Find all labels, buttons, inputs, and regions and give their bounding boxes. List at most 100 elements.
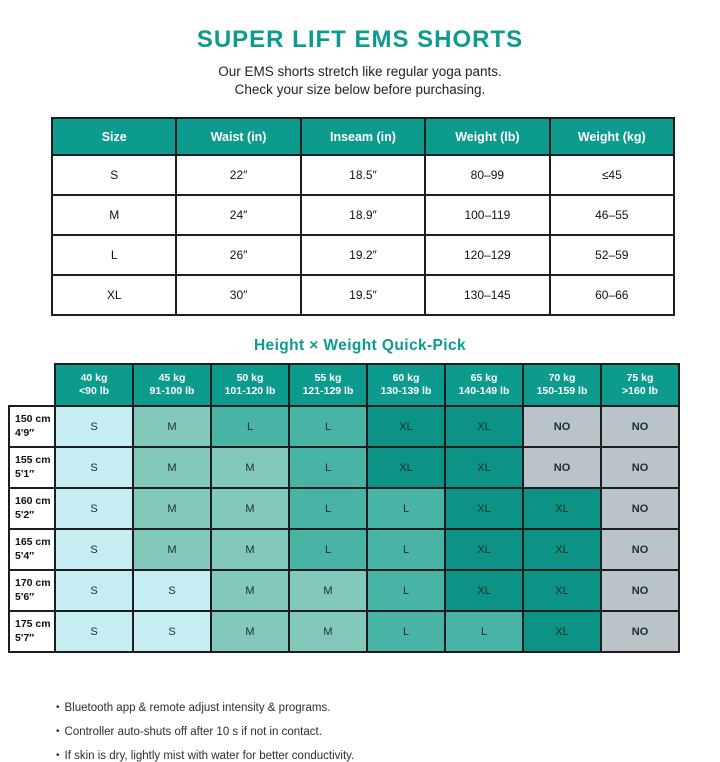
quickpick-row-label-ft: 5'7″ bbox=[15, 631, 35, 644]
quickpick-col-header-lb: 140-149 lb bbox=[458, 385, 510, 398]
note-item: • Controller auto-shuts off after 10 s if… bbox=[56, 726, 322, 739]
note-item: • If skin is dry, lightly mist with water… bbox=[56, 750, 355, 762]
note-item: • Bluetooth app & remote adjust intensity… bbox=[56, 702, 331, 715]
quickpick-cell: XL bbox=[444, 528, 524, 572]
size-table-cell: 26″ bbox=[175, 234, 302, 277]
size-table-cell: 130–145 bbox=[424, 274, 551, 317]
size-table-cell: M bbox=[50, 194, 178, 237]
quickpick-cell: XL bbox=[522, 487, 602, 531]
quickpick-cell: S bbox=[54, 528, 134, 572]
size-table-row: M 24″ 18.9″ 100–119 46–55 bbox=[50, 194, 676, 237]
quickpick-cell: XL bbox=[522, 528, 602, 572]
quickpick-col-header: 55 kg 121-129 lb bbox=[288, 363, 368, 408]
quickpick-col-header-kg: 65 kg bbox=[470, 371, 498, 384]
quickpick-cell: L bbox=[288, 528, 368, 572]
quickpick-row-label: 155 cm 5'1″ bbox=[8, 446, 56, 490]
quickpick-cell: S bbox=[54, 487, 134, 531]
quickpick-row-label: 170 cm 5'6″ bbox=[8, 569, 56, 613]
quickpick-cell: M bbox=[210, 528, 290, 572]
quickpick-row-label-ft: 4'9″ bbox=[15, 426, 35, 439]
quickpick-cell: NO bbox=[600, 446, 680, 490]
quickpick-cell: XL bbox=[444, 446, 524, 490]
quickpick-row-label: 160 cm 5'2″ bbox=[8, 487, 56, 531]
quickpick-row-label-ft: 5'6″ bbox=[15, 590, 35, 603]
quickpick-col-header-kg: 45 kg bbox=[158, 371, 186, 384]
size-table-body: S 22″ 18.5″ 80–99 ≤45 M 24″ 18.9″ 100–119 46–55 L 2… bbox=[50, 154, 676, 317]
bullet-icon: • bbox=[56, 726, 60, 738]
size-table-row: L 26″ 19.2″ 120–129 52–59 bbox=[50, 234, 676, 277]
quickpick-cell: M bbox=[132, 446, 212, 490]
quickpick-col-header: 75 kg >160 lb bbox=[600, 363, 680, 408]
quickpick-row-label-ft: 5'4″ bbox=[15, 549, 35, 562]
quickpick-col-header-lb: >160 lb bbox=[622, 385, 658, 398]
size-table-cell: 46–55 bbox=[548, 194, 676, 237]
quickpick-cell: S bbox=[54, 405, 134, 449]
size-table-cell: 18.9″ bbox=[299, 194, 427, 237]
quickpick-heading: Height × Weight Quick-Pick bbox=[253, 337, 467, 355]
quickpick-cell: L bbox=[366, 528, 446, 572]
quickpick-cell: L bbox=[366, 569, 446, 613]
bullet-icon: • bbox=[56, 702, 60, 714]
quickpick-col-header-kg: 60 kg bbox=[392, 371, 420, 384]
size-table-cell: 80–99 bbox=[424, 154, 551, 197]
quickpick-col-header-lb: 101-120 lb bbox=[224, 385, 276, 398]
quickpick-row-label-cm: 165 cm bbox=[15, 536, 51, 549]
size-table-header-cell: Size bbox=[50, 117, 178, 157]
quickpick-cell: NO bbox=[600, 569, 680, 613]
quickpick-cell: S bbox=[132, 569, 212, 613]
quickpick-cell: L bbox=[366, 610, 446, 654]
page-title: SUPER LIFT EMS SHORTS bbox=[196, 26, 524, 53]
quickpick-col-header: 50 kg 101-120 lb bbox=[210, 363, 290, 408]
quickpick-cell: XL bbox=[366, 405, 446, 449]
size-table-header-cell: Waist (in) bbox=[175, 117, 302, 157]
quickpick-cell: XL bbox=[444, 569, 524, 613]
size-table-cell: L bbox=[50, 234, 178, 277]
quickpick-row-label-cm: 155 cm bbox=[15, 454, 51, 467]
quickpick-corner-cell bbox=[9, 364, 55, 407]
size-table-row: S 22″ 18.5″ 80–99 ≤45 bbox=[50, 154, 676, 197]
quickpick-cell: L bbox=[288, 446, 368, 490]
size-table: Size Waist (in) Inseam (in) Weight (lb) Weig… bbox=[50, 117, 676, 317]
quickpick-cell: M bbox=[210, 610, 290, 654]
size-table-head-row: Size Waist (in) Inseam (in) Weight (lb) Weig… bbox=[50, 117, 676, 157]
quickpick-cell: NO bbox=[600, 528, 680, 572]
quickpick-cell: NO bbox=[522, 405, 602, 449]
size-table-cell: 22″ bbox=[175, 154, 302, 197]
size-table-cell: 120–129 bbox=[424, 234, 551, 277]
size-table-header-cell: Weight (lb) bbox=[424, 117, 551, 157]
quickpick-cell: XL bbox=[522, 569, 602, 613]
size-table-row: XL 30″ 19.5″ 130–145 60–66 bbox=[50, 274, 676, 317]
size-table-cell: 100–119 bbox=[424, 194, 551, 237]
quickpick-col-header-kg: 50 kg bbox=[236, 371, 264, 384]
quickpick-cell: S bbox=[54, 569, 134, 613]
quickpick-row-label-cm: 160 cm bbox=[15, 495, 51, 508]
size-table-cell: 52–59 bbox=[548, 234, 676, 277]
quickpick-row: 160 cm 5'2″ S M M L L XL XL NO bbox=[8, 487, 680, 531]
quickpick-cell: XL bbox=[444, 405, 524, 449]
quickpick-cell: M bbox=[210, 446, 290, 490]
quickpick-row: 175 cm 5'7″ S S M M L L XL NO bbox=[8, 610, 680, 654]
quickpick-col-header: 65 kg 140-149 lb bbox=[444, 363, 524, 408]
quickpick-cell: M bbox=[288, 569, 368, 613]
quickpick-row-label-cm: 175 cm bbox=[15, 618, 51, 631]
quickpick-row-label-ft: 5'2″ bbox=[15, 508, 35, 521]
quickpick-head-row: 40 kg <90 lb 45 kg 91-100 lb 50 kg 101-120 lb… bbox=[9, 363, 680, 408]
size-table-header-cell: Inseam (in) bbox=[299, 117, 427, 157]
quickpick-cell: L bbox=[366, 487, 446, 531]
quickpick-cell: L bbox=[210, 405, 290, 449]
quickpick-col-header-kg: 70 kg bbox=[548, 371, 576, 384]
quickpick-row-label-ft: 5'1″ bbox=[15, 467, 35, 480]
size-table-cell: 18.5″ bbox=[299, 154, 427, 197]
quickpick-row-label: 165 cm 5'4″ bbox=[8, 528, 56, 572]
size-table-cell: XL bbox=[50, 274, 178, 317]
quickpick-cell: M bbox=[210, 569, 290, 613]
quickpick-cell: NO bbox=[600, 405, 680, 449]
quickpick-row-label: 175 cm 5'7″ bbox=[8, 610, 56, 654]
notes-list: • Bluetooth app & remote adjust intensity… bbox=[56, 702, 720, 762]
quickpick-cell: NO bbox=[600, 610, 680, 654]
quickpick-cell: XL bbox=[444, 487, 524, 531]
quickpick-cell: M bbox=[210, 487, 290, 531]
size-table-cell: 30″ bbox=[175, 274, 302, 317]
subtitle-line-1: Our EMS shorts stretch like regular yoga… bbox=[218, 64, 502, 79]
quickpick-row-label-cm: 170 cm bbox=[15, 577, 51, 590]
